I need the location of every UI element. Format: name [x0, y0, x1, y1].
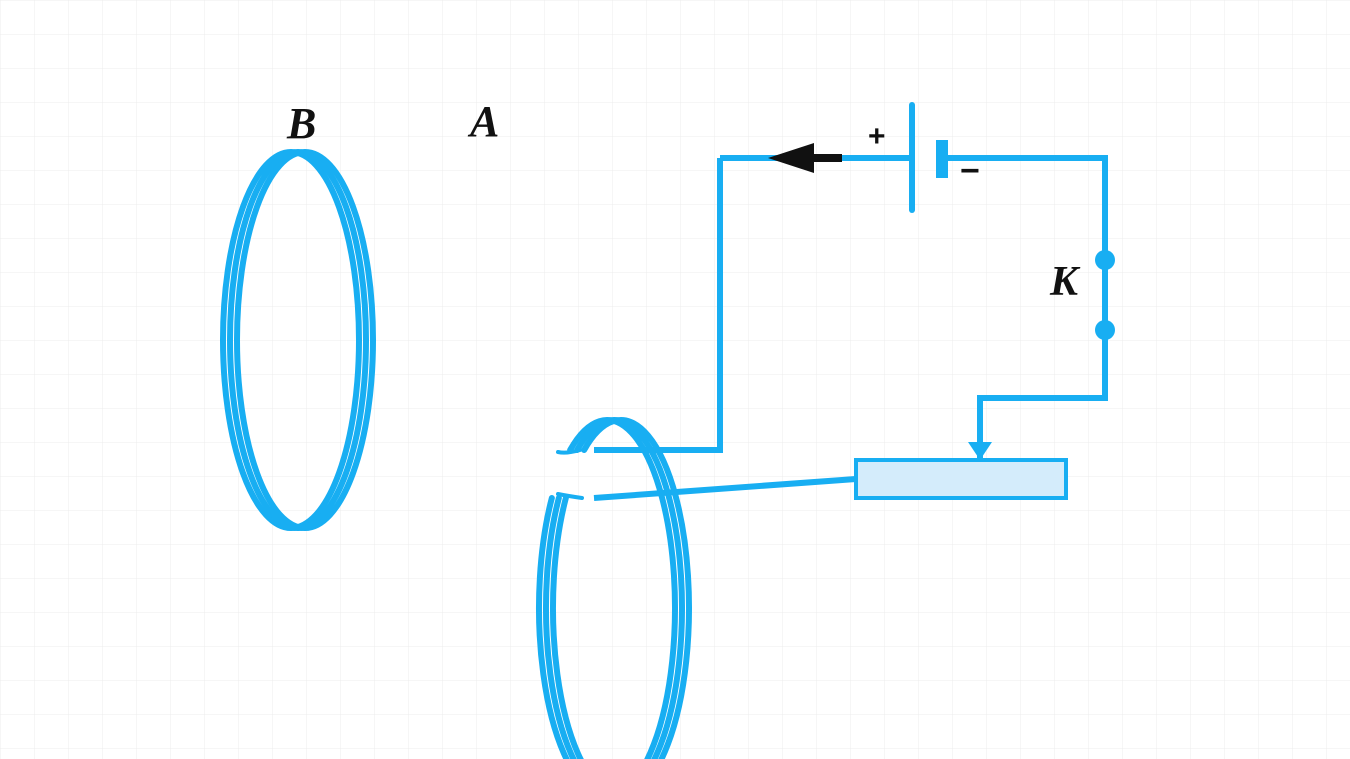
diagram-stage: B A K + −: [0, 0, 1350, 759]
circuit-diagram: [0, 0, 1350, 759]
label-switch-k: K: [1050, 258, 1078, 306]
label-coil-b: B: [287, 98, 316, 149]
label-coil-a: A: [470, 96, 499, 147]
battery-minus: −: [960, 152, 980, 191]
battery-plus: +: [868, 120, 886, 154]
